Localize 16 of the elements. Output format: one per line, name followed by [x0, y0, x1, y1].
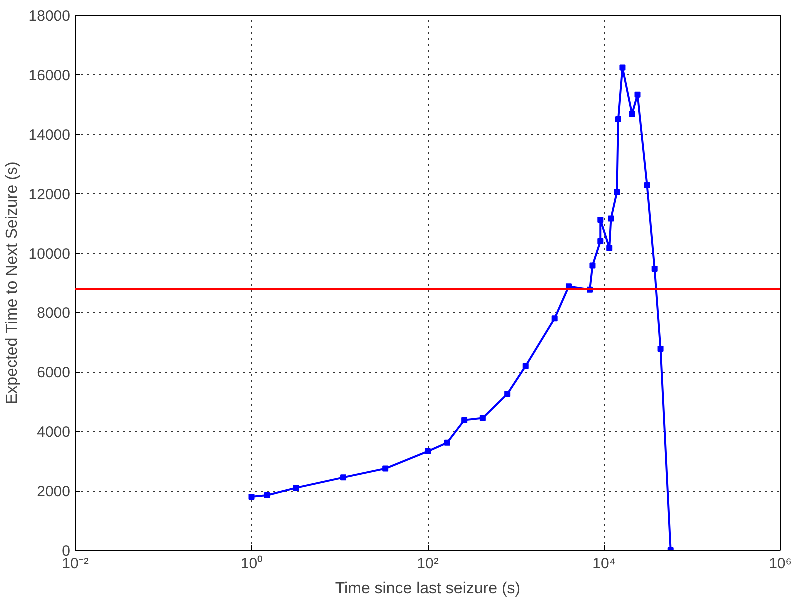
y-tick-label: 8000 — [37, 305, 71, 322]
x-tick-label: 10⁻² — [62, 556, 89, 572]
y-tick-label: 18000 — [28, 8, 71, 25]
y-tick-label: 14000 — [28, 126, 71, 144]
x-tick-label: 10² — [417, 556, 439, 572]
y-tick-label: 16000 — [28, 67, 71, 84]
y-tick-label: 4000 — [37, 424, 71, 442]
y-tick-label: 10000 — [28, 246, 71, 263]
x-tick-label: 10⁶ — [769, 556, 792, 572]
x-axis-title: Time since last seizure (s) — [335, 580, 521, 598]
y-axis-title: Expected Time to Next Seizure (s) — [4, 162, 21, 405]
x-tick-label: 10⁰ — [240, 556, 263, 572]
y-tick-label: 2000 — [37, 484, 71, 501]
y-tick-label: 6000 — [37, 364, 71, 382]
x-tick-label: 10⁴ — [592, 556, 616, 572]
y-tick-label: 12000 — [28, 186, 71, 204]
